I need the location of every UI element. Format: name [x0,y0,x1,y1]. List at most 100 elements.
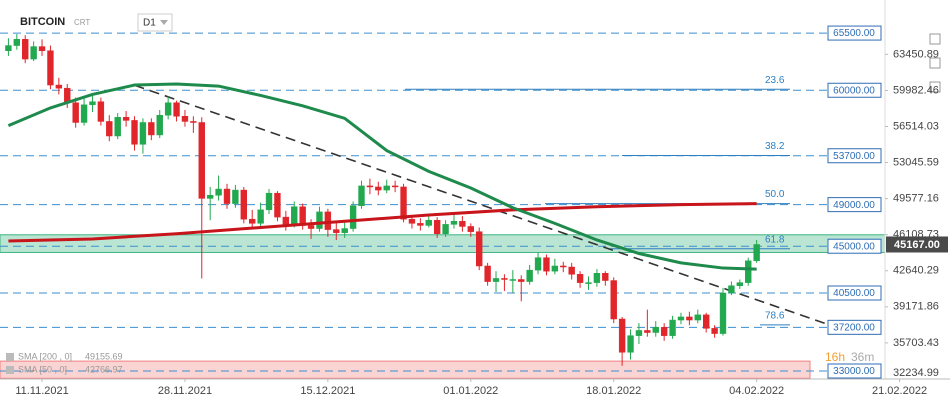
level-box [827,285,882,301]
candle-body [349,205,357,229]
candle-body [459,221,466,227]
candle-body [534,257,542,271]
candle-body [652,327,659,333]
candle-body [148,122,155,136]
candle-body [677,316,685,321]
candle-body [97,101,105,122]
candle-body [131,120,138,145]
candle-body [55,84,63,89]
candle-body [232,189,239,204]
candle-body [560,265,567,268]
candle-body [568,266,575,275]
candle-body [711,328,718,334]
candle-body [627,335,634,353]
candle-body [745,260,752,283]
candle-body [703,314,710,329]
x-tick-label: 01.01.2022 [443,385,498,397]
candle-body [257,209,264,224]
candle-body [139,122,147,145]
candle-body [80,104,88,123]
candle-body [274,192,281,218]
y-tick-label: 59982.46 [893,84,939,96]
candle-body [417,223,424,226]
level-box [827,197,882,213]
legend-value: 49155.69 [85,351,123,361]
candle-body [122,117,130,121]
legend-name: SMA [50 , 0] [18,364,67,374]
fib-label: 50.0 [765,189,785,200]
timeframe-dropdown[interactable] [137,13,173,32]
candle-body [576,274,584,283]
y-tick-label: 42640.29 [893,265,939,277]
toolbar [929,33,941,93]
candle-body [47,50,54,86]
candle-body [501,278,508,280]
fib-label: 78.6 [765,310,785,321]
y-tick-label: 63450.89 [893,48,939,60]
candle-body [719,292,727,334]
y-tick-label: 32234.99 [893,367,939,379]
candle-body [509,279,517,281]
tool-icon[interactable] [929,57,941,69]
candle-body [400,186,407,220]
timeframe: D1 [143,18,156,29]
candle-body [686,316,693,321]
candle-body [585,282,592,284]
candle-body [72,102,79,123]
candle-body [164,102,172,116]
candle-body [316,211,323,229]
legend-name: SMA [200 , 0] [18,351,72,361]
sma-line [8,202,757,243]
candle-body [484,265,491,282]
candle-body [408,218,416,224]
candle-body [282,216,290,225]
candle-body [610,280,617,320]
level-label: 60000.00 [833,85,875,96]
timer-hours: 16h [825,350,845,364]
level-box [827,25,882,41]
level-label: 65500.00 [833,28,875,39]
candle-body [753,244,760,262]
candle-body [602,273,609,281]
candle-body [736,282,744,286]
level-label: 53700.00 [833,151,875,162]
tool-icon[interactable] [929,33,941,45]
fib-label: 38.2 [765,141,785,152]
candle-body [156,114,163,136]
candle-body [22,39,29,60]
last-price-box [886,236,948,253]
candle-body [492,278,500,282]
timer-minutes: 36m [851,350,874,364]
dropdown-arrow [160,20,168,25]
y-tick-label: 35703.43 [893,337,939,349]
tool-icon[interactable] [929,81,941,93]
level-box [827,148,882,164]
x-tick-label: 21.02.2022 [872,385,927,397]
candle-body [375,186,382,191]
y-tick-label: 39171.86 [893,301,939,313]
candle-body [324,211,332,230]
candle-body [694,314,701,321]
plot-area: 23.6 38.2 50.0 61.8 78.6 [0,32,886,379]
x-tick-label: 15.12.2021 [300,385,355,397]
level-box [827,363,882,379]
level-box [827,319,882,335]
candle-body [467,226,474,232]
symbol-tag: CRT [74,18,90,27]
candle-body [551,265,559,272]
candle-body [669,319,676,336]
sma-line [7,82,757,271]
level-label: 37200.00 [833,322,875,333]
candle-body [526,269,533,282]
candle-body [291,206,298,225]
candle-body [106,121,113,137]
level-label: 49000.00 [833,200,875,211]
candle-body [644,330,651,333]
candle-body [173,102,180,117]
candle-body [450,221,458,225]
candle-body [114,117,121,137]
candle-body [518,279,525,282]
candle-body [618,318,626,353]
candle-body [433,219,441,234]
